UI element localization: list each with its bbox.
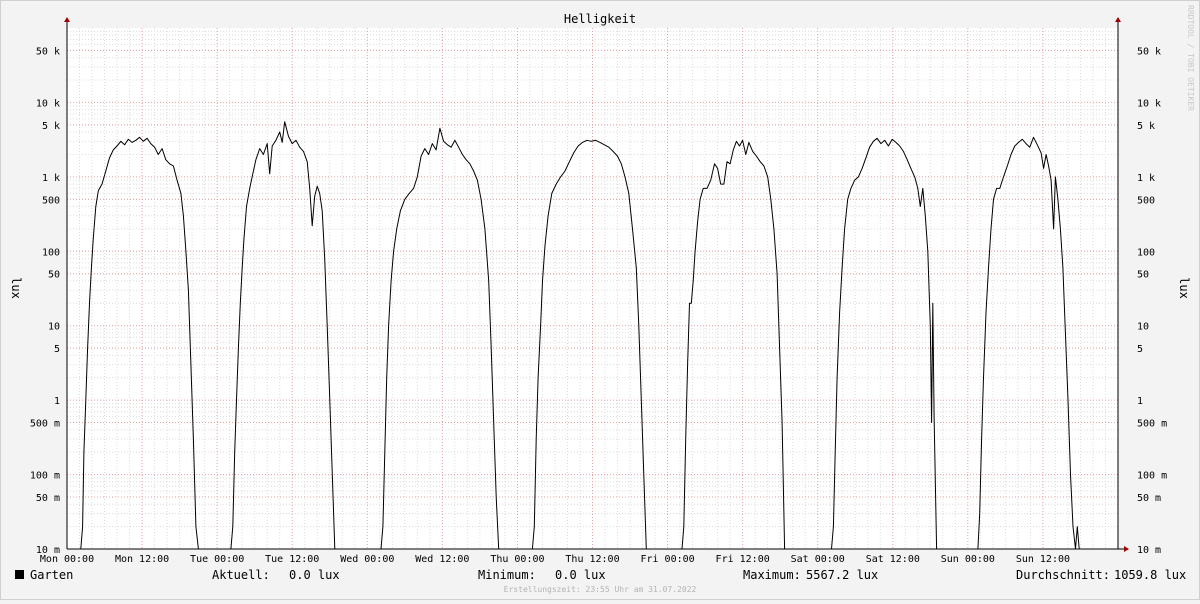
y-tick-label-left: 10 [48, 322, 60, 333]
y-tick-label-left: 5 k [42, 121, 60, 132]
chart-title: Helligkeit [564, 12, 636, 26]
y-tick-label-left: 50 k [36, 46, 60, 57]
grid-lines [67, 28, 1118, 550]
x-tick-label: Sun 12:00 [1016, 554, 1070, 565]
y-tick-label-right: 10 m [1137, 545, 1161, 556]
y-tick-label-left: 50 [48, 270, 60, 281]
y-tick-label-right: 10 [1137, 322, 1149, 333]
y-tick-label-left: 1 k [42, 173, 60, 184]
stat-max-value: 5567.2 lux [806, 568, 878, 582]
y-tick-label-left: 50 m [36, 493, 60, 504]
x-tick-label: Tue 00:00 [190, 554, 244, 565]
x-tick-label: Wed 12:00 [415, 554, 469, 565]
y-tick-label-right: 100 [1137, 247, 1155, 258]
x-tick-label: Sat 12:00 [866, 554, 920, 565]
stat-current-value: 0.0 lux [289, 568, 340, 582]
stat-current-label: Aktuell: [212, 568, 270, 582]
x-tick-label: Fri 00:00 [640, 554, 694, 565]
x-tick-label: Mon 12:00 [115, 554, 169, 565]
y-tick-label-left: 500 m [30, 419, 60, 430]
tick-labels: 10 m 10 m 50 m 50 m 100 m 100 m 500 m 500 m 1 1 5 5… [30, 46, 1167, 565]
x-tick-label: Mon 00:00 [40, 554, 94, 565]
y-tick-label-left: 100 m [30, 471, 60, 482]
y-tick-label-right: 50 [1137, 270, 1149, 281]
series-line-garten [67, 121, 1080, 550]
legend-swatch-garten [15, 570, 24, 579]
x-tick-label: Thu 12:00 [565, 554, 619, 565]
y-axis-arrow-left [64, 17, 70, 22]
y-tick-label-right: 10 k [1137, 98, 1161, 109]
y-tick-label-right: 5 [1137, 344, 1143, 355]
y-tick-label-right: 500 [1137, 195, 1155, 206]
x-tick-label: Sat 00:00 [791, 554, 845, 565]
x-tick-label: Fri 12:00 [716, 554, 770, 565]
y-tick-label-left: 10 k [36, 98, 60, 109]
y-tick-label-right: 5 k [1137, 121, 1155, 132]
y-tick-label-left: 1 [54, 396, 60, 407]
y-axis-label-left: lux [9, 277, 23, 299]
stat-min-label: Minimum: [478, 568, 536, 582]
x-tick-label: Sun 00:00 [941, 554, 995, 565]
y-tick-label-right: 1 [1137, 396, 1143, 407]
watermark: RRDTOOL / TOBI OETIKER [1186, 5, 1195, 111]
y-tick-label-right: 500 m [1137, 419, 1167, 430]
y-tick-label-left: 10 m [36, 545, 60, 556]
footer-timestamp: Erstellungszeit: 23:55 Uhr am 31.07.2022 [504, 585, 697, 594]
y-axis-arrow-right [1115, 17, 1121, 22]
y-tick-label-left: 100 [42, 247, 60, 258]
plot-area [67, 28, 1118, 549]
y-tick-label-left: 500 [42, 195, 60, 206]
x-tick-label: Tue 12:00 [265, 554, 319, 565]
x-axis-arrow [1124, 546, 1129, 552]
y-tick-label-right: 50 m [1137, 493, 1161, 504]
stat-avg-label: Durchschnitt: [1016, 568, 1110, 582]
x-tick-label: Thu 00:00 [490, 554, 544, 565]
legend-label-garten: Garten [30, 568, 73, 582]
stat-avg-value: 1059.8 lux [1114, 568, 1186, 582]
y-tick-label-right: 1 k [1137, 173, 1155, 184]
y-tick-label-right: 50 k [1137, 46, 1161, 57]
y-tick-label-left: 5 [54, 344, 60, 355]
x-tick-label: Wed 00:00 [340, 554, 394, 565]
stat-max-label: Maximum: [743, 568, 801, 582]
y-tick-label-right: 100 m [1137, 471, 1167, 482]
y-axis-label-right: lux [1177, 277, 1191, 299]
stat-min-value: 0.0 lux [555, 568, 606, 582]
